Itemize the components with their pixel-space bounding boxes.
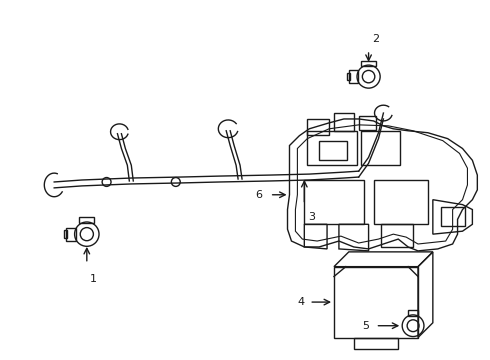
Bar xyxy=(66,228,75,241)
Bar xyxy=(359,116,376,130)
Text: 3: 3 xyxy=(308,212,315,221)
Bar xyxy=(79,217,95,223)
Bar xyxy=(334,113,354,131)
Bar xyxy=(408,310,418,316)
Bar xyxy=(307,119,329,135)
Text: 5: 5 xyxy=(363,321,369,331)
Bar xyxy=(441,207,465,226)
Text: 6: 6 xyxy=(255,190,262,200)
Bar xyxy=(349,71,358,83)
Bar xyxy=(307,131,357,165)
Text: 4: 4 xyxy=(297,297,304,307)
Text: 2: 2 xyxy=(372,34,380,44)
Bar xyxy=(362,61,376,66)
Bar xyxy=(347,73,350,80)
Bar xyxy=(361,131,400,165)
Bar xyxy=(64,230,67,238)
Text: 1: 1 xyxy=(90,274,97,284)
Bar xyxy=(319,141,347,160)
Bar xyxy=(334,267,418,338)
Bar xyxy=(373,180,428,224)
Bar xyxy=(304,180,364,224)
Bar xyxy=(354,338,398,349)
